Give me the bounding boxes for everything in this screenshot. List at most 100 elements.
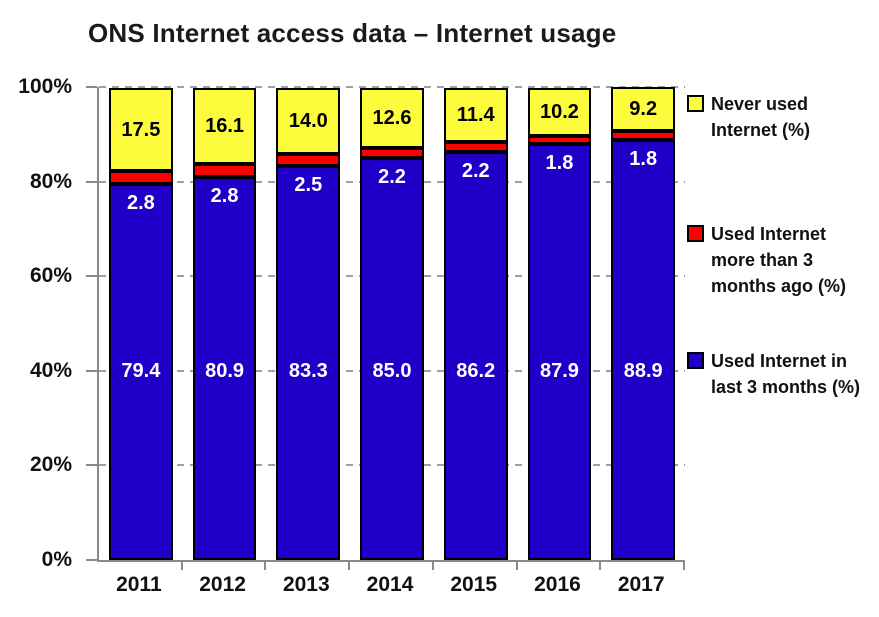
bar-segment — [360, 157, 424, 560]
bar-column: 83.3 2.5 14.0 — [266, 87, 350, 560]
legend-swatch-icon — [687, 352, 704, 369]
legend-label-line: Used Internet in — [711, 351, 848, 371]
x-tick-label: 2011 — [116, 573, 162, 596]
bar-segment — [276, 87, 341, 155]
x-tick-label: 2015 — [450, 573, 498, 596]
bar-value-label: 86.2 — [456, 359, 496, 382]
bar-segment — [109, 171, 173, 185]
x-tick-label: 2013 — [282, 573, 330, 596]
bar-2011: 79.4 2.8 17.5 — [109, 87, 173, 560]
bar-value-label: 88.9 — [623, 359, 663, 382]
bar-value-label: 2.8 — [126, 192, 155, 215]
gridline-100 — [99, 86, 685, 88]
y-tick-label: 100% — [18, 75, 72, 98]
bar-segment — [276, 166, 341, 560]
x-tick — [348, 562, 351, 570]
x-tick — [180, 562, 183, 570]
legend-label-line: Internet (%) — [711, 120, 810, 140]
bar-value-label: 2.5 — [294, 173, 323, 196]
legend-label-line: Never used — [711, 94, 809, 114]
bar-segment — [443, 87, 508, 142]
y-tick-label: 60% — [29, 264, 72, 288]
legend-item: Never used Internet (%) — [687, 91, 810, 143]
bar-columns: 79.4 2.8 17.5 80.9 2.8 16.1 83.3 2.5 14.0 85.0 2.2… — [99, 87, 685, 560]
bar-segment — [360, 147, 424, 158]
bar-column: 87.9 1.8 10.2 — [518, 87, 602, 560]
bar-value-label: 80.9 — [205, 359, 245, 382]
bar-value-label: 12.6 — [372, 106, 412, 129]
bar-segment — [443, 152, 508, 560]
bar-column: 86.2 2.2 11.4 — [434, 87, 518, 560]
bar-value-label: 2.8 — [210, 185, 239, 208]
bar-value-label: 10.2 — [539, 100, 579, 123]
x-tick — [599, 562, 602, 570]
bar-value-label: 9.2 — [629, 98, 658, 121]
y-tick-label: 40% — [29, 358, 72, 382]
x-tick-label: 2012 — [199, 573, 246, 596]
x-tick-label: 2017 — [617, 573, 665, 596]
bar-column: 85.0 2.2 12.6 — [350, 87, 434, 560]
bar-value-label: 16.1 — [205, 115, 245, 138]
x-tick-label: 2016 — [534, 573, 581, 596]
bar-segment — [611, 87, 676, 131]
bar-value-label: 14.0 — [288, 110, 328, 133]
x-tick-label: 2014 — [366, 573, 414, 596]
bar-value-label: 79.4 — [121, 359, 161, 382]
bar-segment — [611, 139, 676, 560]
y-axis-labels: 0% 20% 40% 60% 80% 100% — [0, 75, 86, 571]
bar-segment — [276, 154, 341, 166]
bar-value-label: 87.9 — [539, 359, 579, 382]
legend-label: Used Internet in last 3 months (%) — [711, 348, 860, 400]
bar-segment — [109, 88, 173, 172]
y-tick — [86, 369, 97, 372]
x-tick — [515, 562, 518, 570]
bar-segment — [109, 184, 173, 560]
y-tick-label: 80% — [29, 169, 72, 193]
bar-column: 88.9 1.8 9.2 — [601, 87, 685, 560]
y-tick-label: 20% — [29, 453, 72, 477]
legend-swatch-icon — [687, 225, 704, 242]
x-tick — [264, 562, 267, 570]
bar-value-label: 1.8 — [545, 152, 574, 175]
y-tick-label: 0% — [41, 548, 72, 571]
bar-value-label: 1.8 — [629, 147, 658, 170]
chart-legend: Never used Internet (%) Used Internet more … — [687, 91, 875, 561]
bar-2014: 85.0 2.2 12.6 — [360, 87, 424, 560]
y-tick — [86, 86, 97, 88]
bar-2017: 88.9 1.8 9.2 — [611, 87, 676, 560]
legend-item: Used Internet in last 3 months (%) — [687, 348, 860, 400]
legend-item: Used Internet more than 3 months ago (%) — [687, 221, 846, 299]
x-axis-labels: 2011 2012 2013 2014 2015 2016 2017 — [97, 573, 683, 597]
legend-label: Used Internet more than 3 months ago (%) — [711, 221, 846, 299]
bar-segment — [192, 87, 257, 165]
y-tick — [86, 180, 97, 183]
bar-2012: 80.9 2.8 16.1 — [192, 87, 257, 560]
bar-segment — [527, 135, 592, 145]
bar-value-label: 85.0 — [372, 359, 412, 382]
bar-segment — [192, 164, 257, 178]
bar-column: 79.4 2.8 17.5 — [99, 87, 183, 560]
x-tick — [431, 562, 434, 570]
bar-2016: 87.9 1.8 10.2 — [527, 87, 592, 560]
legend-label-line: more than 3 — [711, 250, 814, 270]
bar-segment — [527, 144, 592, 560]
bar-column: 80.9 2.8 16.1 — [183, 87, 267, 560]
bar-segment — [611, 131, 676, 140]
bar-segment — [192, 177, 257, 560]
plot-area: 79.4 2.8 17.5 80.9 2.8 16.1 83.3 2.5 14.0 85.0 2.2… — [86, 86, 685, 570]
bar-value-label: 83.3 — [288, 359, 328, 382]
bar-segment — [443, 141, 508, 153]
legend-label-line: months ago (%) — [711, 276, 846, 296]
chart-title: ONS Internet access data – Internet usag… — [88, 18, 617, 48]
legend-label-line: Used Internet — [711, 224, 827, 244]
legend-label-line: last 3 months (%) — [711, 377, 861, 397]
bar-value-label: 2.2 — [378, 165, 406, 188]
y-tick — [86, 559, 97, 561]
bar-value-label: 17.5 — [121, 118, 161, 141]
bar-2013: 83.3 2.5 14.0 — [276, 87, 341, 560]
legend-swatch-icon — [687, 95, 704, 112]
bar-value-label: 11.4 — [456, 103, 495, 126]
y-tick — [86, 464, 97, 467]
bar-value-label: 2.2 — [461, 160, 490, 183]
